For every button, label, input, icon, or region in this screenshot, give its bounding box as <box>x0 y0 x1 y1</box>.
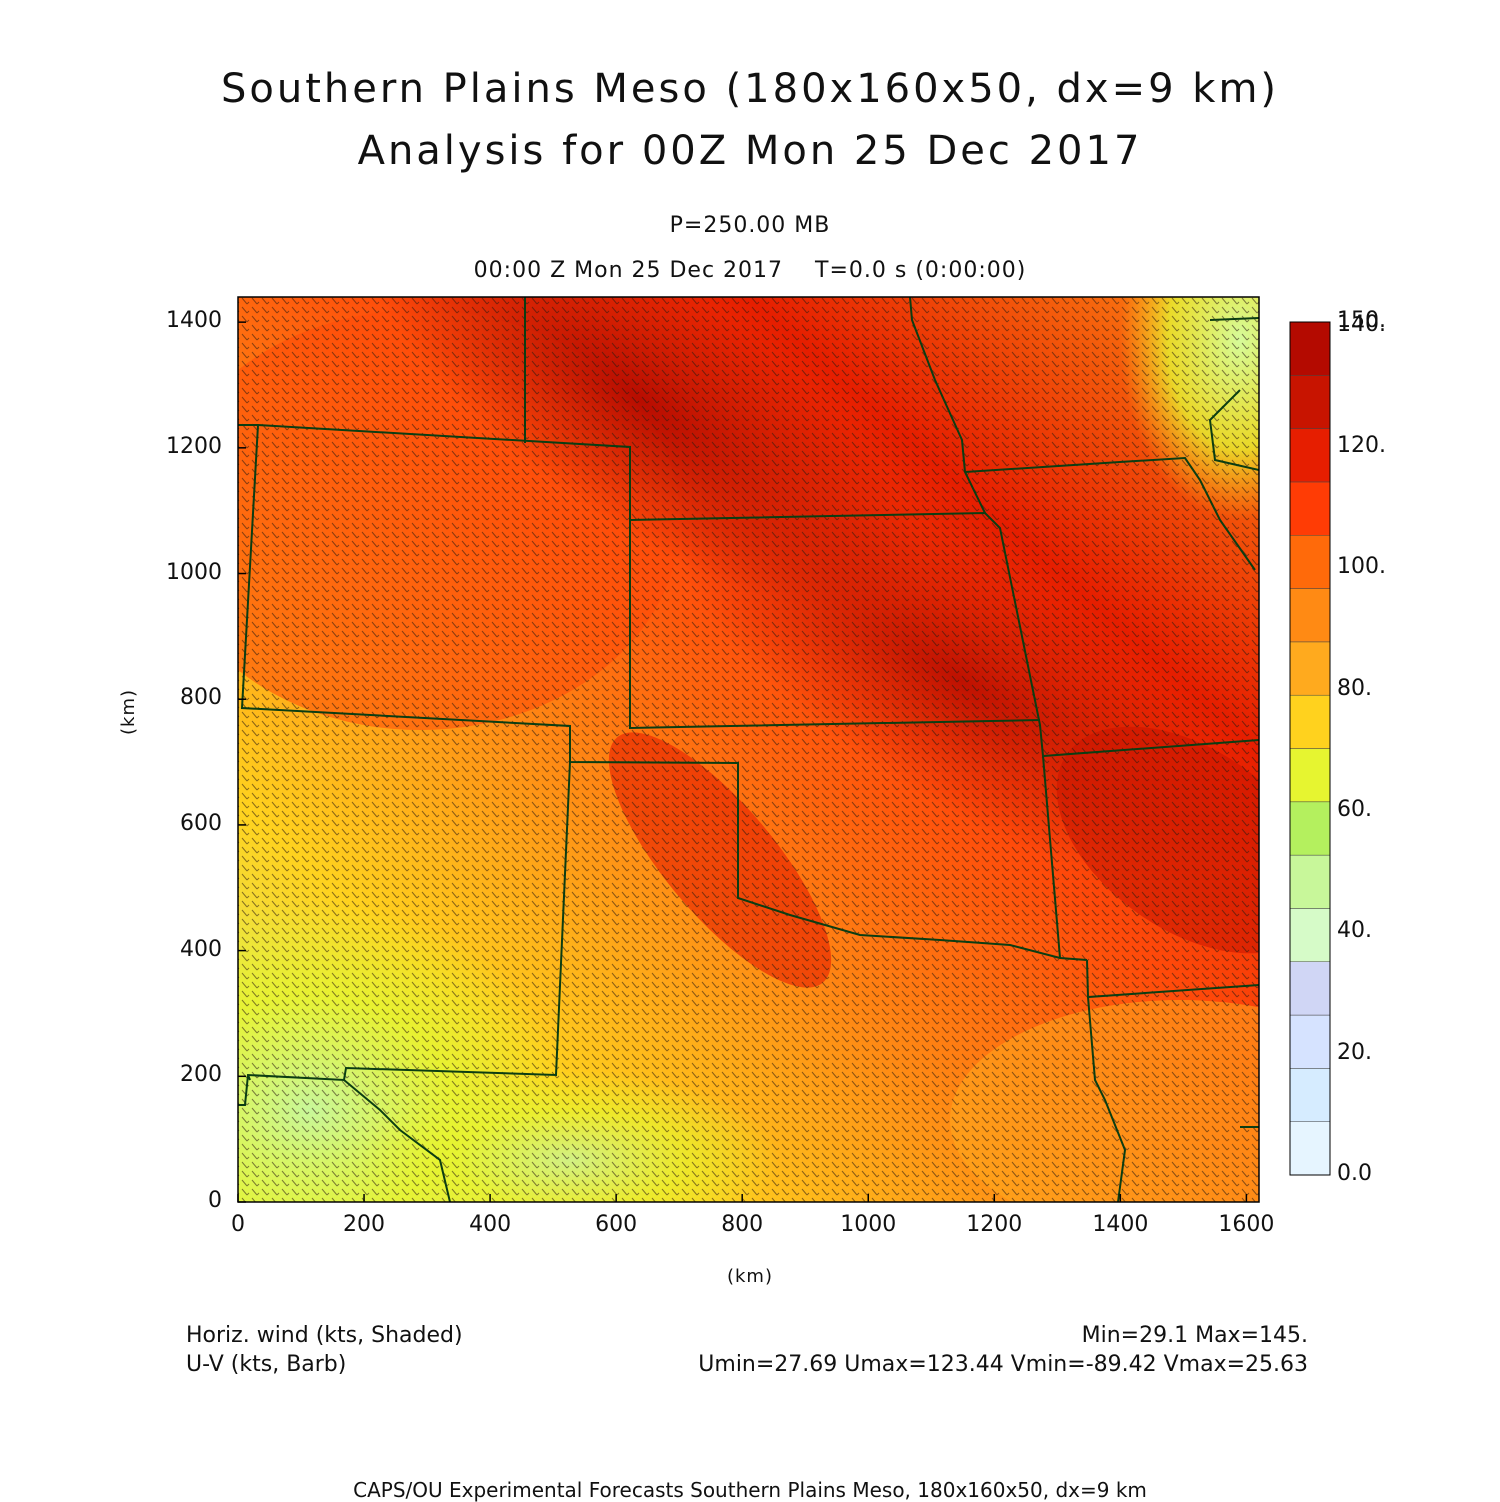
plot-title-line2: Analysis for 00Z Mon 25 Dec 2017 <box>357 128 1143 174</box>
x-tick-label: 800 <box>721 1212 764 1237</box>
colorbar-swatch <box>1289 1121 1331 1176</box>
x-tick-label: 200 <box>343 1212 386 1237</box>
y-tick-label: 1400 <box>166 308 222 334</box>
colorbar-label: 120. <box>1337 433 1386 459</box>
pressure-level-label: P=250.00 MB <box>669 213 831 238</box>
plot-frame <box>237 296 1260 1203</box>
colorbar-swatch <box>1289 748 1331 803</box>
y-tick-label: 200 <box>180 1062 222 1088</box>
x-tick-label: 0 <box>231 1212 245 1237</box>
min-max-readout: Min=29.1 Max=145. <box>1081 1323 1308 1348</box>
colorbar-swatch <box>1289 588 1331 643</box>
colorbar-label: 100. <box>1337 554 1386 580</box>
footer-credit: CAPS/OU Experimental Forecasts Southern … <box>353 1478 1147 1502</box>
colorbar-swatch <box>1289 694 1331 749</box>
x-tick-label: 1000 <box>840 1212 897 1237</box>
colorbar-swatch <box>1289 908 1331 962</box>
valid-time-label: 00:00 Z Mon 25 Dec 2017 T=0.0 s (0:00:00… <box>473 258 1027 283</box>
x-tick-label: 400 <box>469 1212 512 1237</box>
colorbar-swatch <box>1289 535 1331 589</box>
barb-field-legend: U-V (kts, Barb) <box>186 1352 347 1377</box>
y-tick-label: 0 <box>208 1188 222 1213</box>
x-tick-label: 1600 <box>1218 1212 1275 1237</box>
y-tick-label: 400 <box>180 936 222 962</box>
plot-title-line1: Southern Plains Meso (180x160x50, dx=9 k… <box>220 66 1280 112</box>
shaded-field-legend: Horiz. wind (kts, Shaded) <box>186 1323 463 1348</box>
x-tick-label: 1400 <box>1092 1212 1149 1237</box>
y-tick-label: 1000 <box>166 559 222 585</box>
colorbar-label: 40. <box>1337 918 1372 944</box>
colorbar-label: 60. <box>1337 797 1372 823</box>
uv-min-max-readout: Umin=27.69 Umax=123.44 Vmin=-89.42 Vmax=… <box>698 1352 1308 1377</box>
colorbar-label: 0.0 <box>1337 1161 1372 1186</box>
colorbar-label: 150. <box>1337 308 1386 333</box>
colorbar-swatch <box>1289 428 1331 483</box>
y-tick-label: 1200 <box>166 433 222 459</box>
y-tick-label: 800 <box>180 685 222 711</box>
colorbar-swatch <box>1289 321 1331 376</box>
colorbar-swatch <box>1289 481 1331 536</box>
colorbar-swatch <box>1289 1014 1331 1069</box>
x-tick-label: 600 <box>595 1212 638 1237</box>
y-tick-label: 600 <box>180 810 222 836</box>
state-borders <box>238 297 1259 1202</box>
colorbar-label: 20. <box>1337 1039 1372 1065</box>
wind-speed-shading <box>238 297 1259 1202</box>
x-axis-label: (km) <box>726 1266 773 1287</box>
colorbar-swatch <box>1289 641 1331 696</box>
x-tick-label: 1200 <box>966 1212 1023 1237</box>
colorbar-label: 140. <box>1337 311 1386 337</box>
colorbar-swatch <box>1289 375 1331 429</box>
colorbar-frame <box>1289 321 1331 1176</box>
colorbar-swatch <box>1289 854 1331 909</box>
colorbar-swatch <box>1289 1068 1331 1122</box>
axis-ticks <box>237 321 1248 1203</box>
colorbar-label: 80. <box>1337 675 1372 701</box>
colorbar-swatch <box>1289 801 1331 856</box>
colorbar-swatch <box>1289 961 1331 1016</box>
